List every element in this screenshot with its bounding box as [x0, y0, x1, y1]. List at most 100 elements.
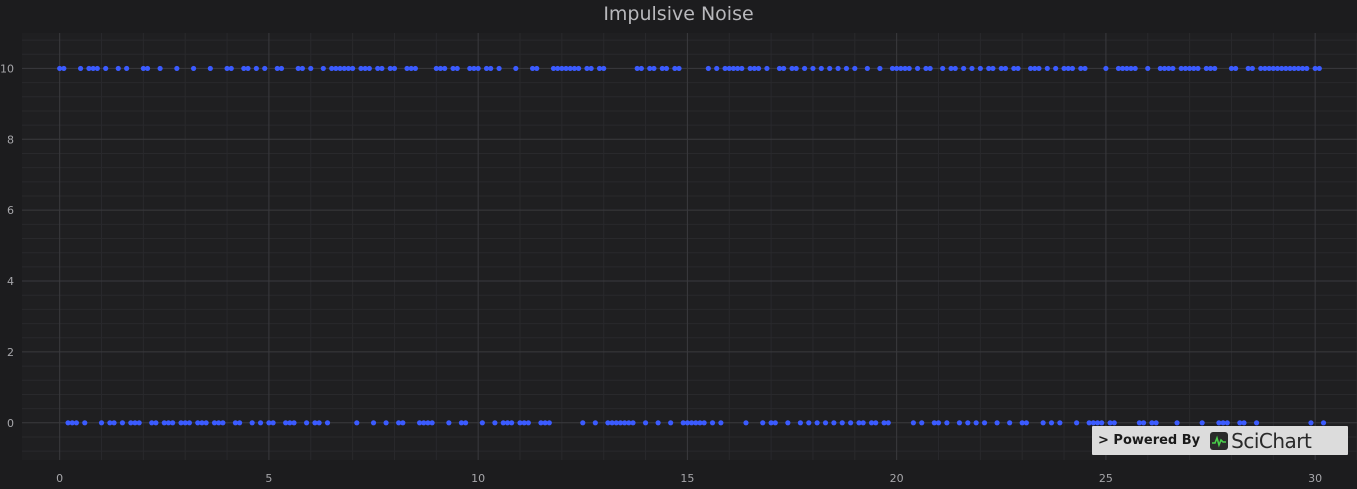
- powered-by-watermark[interactable]: > Powered By SciChart: [1092, 426, 1348, 455]
- data-point: [630, 420, 636, 426]
- data-point: [174, 65, 180, 72]
- data-point: [839, 420, 845, 426]
- data-point: [977, 65, 983, 72]
- data-point: [994, 420, 1000, 426]
- data-point: [454, 65, 460, 72]
- data-point: [668, 420, 674, 426]
- data-point: [986, 65, 992, 72]
- data-point: [1245, 65, 1251, 72]
- data-point: [1015, 65, 1021, 72]
- data-point: [404, 65, 410, 72]
- data-point: [1061, 65, 1067, 72]
- data-point: [868, 420, 875, 426]
- data-point: [178, 420, 184, 426]
- data-point: [1178, 65, 1184, 72]
- data-point: [956, 420, 963, 426]
- data-point: [329, 65, 335, 72]
- x-tick-label: 0: [56, 472, 63, 485]
- data-point: [161, 420, 167, 426]
- data-point: [848, 420, 854, 426]
- data-point: [634, 65, 640, 72]
- data-point: [1011, 65, 1017, 72]
- data-point: [412, 65, 418, 72]
- y-tick-label: 8: [7, 133, 14, 146]
- data-point: [567, 65, 573, 72]
- data-point: [504, 420, 511, 426]
- data-point: [555, 65, 561, 72]
- data-point: [881, 420, 887, 426]
- data-point: [224, 65, 230, 72]
- data-point: [910, 420, 916, 426]
- data-point: [990, 65, 996, 72]
- data-point: [768, 420, 774, 426]
- data-point: [931, 420, 937, 426]
- data-point: [262, 65, 268, 72]
- data-points: [57, 65, 1327, 426]
- data-point: [831, 420, 837, 426]
- x-tick-label: 25: [1099, 472, 1113, 485]
- data-point: [580, 420, 586, 426]
- data-point: [1111, 420, 1117, 426]
- data-point: [902, 65, 908, 72]
- data-point: [1044, 65, 1050, 72]
- data-point: [132, 420, 138, 426]
- data-point: [387, 65, 393, 72]
- data-point: [249, 420, 255, 426]
- data-point: [1312, 65, 1318, 72]
- data-point: [442, 65, 448, 72]
- data-point: [1036, 65, 1042, 72]
- data-point: [73, 420, 80, 426]
- data-point: [1199, 420, 1205, 426]
- data-point: [1195, 65, 1201, 72]
- data-point: [688, 420, 695, 426]
- data-point: [923, 65, 929, 72]
- data-point: [642, 420, 649, 426]
- data-point: [1212, 65, 1218, 72]
- watermark-text: > Powered By: [1098, 433, 1201, 448]
- data-point: [115, 65, 121, 72]
- data-point: [140, 65, 146, 72]
- data-point: [266, 420, 272, 426]
- scichart-logo-icon: [1210, 431, 1229, 450]
- data-point: [1249, 65, 1255, 72]
- data-point: [458, 420, 465, 426]
- data-point: [940, 65, 946, 72]
- data-point: [513, 65, 519, 72]
- data-point: [69, 420, 75, 426]
- data-point: [366, 65, 372, 72]
- data-point: [705, 65, 711, 72]
- data-point: [588, 65, 594, 72]
- data-point: [1140, 420, 1147, 426]
- data-point: [375, 65, 381, 72]
- data-point: [1115, 65, 1122, 72]
- data-point: [1094, 420, 1101, 426]
- data-point: [1136, 420, 1142, 426]
- data-point: [1207, 65, 1214, 72]
- data-point: [697, 420, 703, 426]
- data-point: [312, 420, 318, 426]
- data-point: [103, 65, 109, 72]
- data-point: [810, 65, 816, 72]
- data-point: [1074, 420, 1080, 426]
- x-tick-label: 10: [471, 472, 485, 485]
- data-point: [755, 65, 762, 72]
- data-point: [257, 420, 264, 426]
- data-point: [525, 420, 531, 426]
- data-point: [1166, 65, 1172, 72]
- data-point: [283, 420, 289, 426]
- data-point: [320, 65, 326, 72]
- data-point: [965, 420, 971, 426]
- data-point: [1069, 65, 1076, 72]
- data-point: [801, 65, 808, 72]
- data-point: [751, 65, 757, 72]
- data-point: [852, 65, 858, 72]
- data-point: [299, 65, 305, 72]
- watermark-brand: SciChart: [1231, 428, 1312, 453]
- data-point: [1053, 65, 1059, 72]
- data-point: [1308, 420, 1314, 426]
- data-point: [433, 65, 439, 72]
- data-point: [1023, 420, 1029, 426]
- data-point: [1228, 65, 1235, 72]
